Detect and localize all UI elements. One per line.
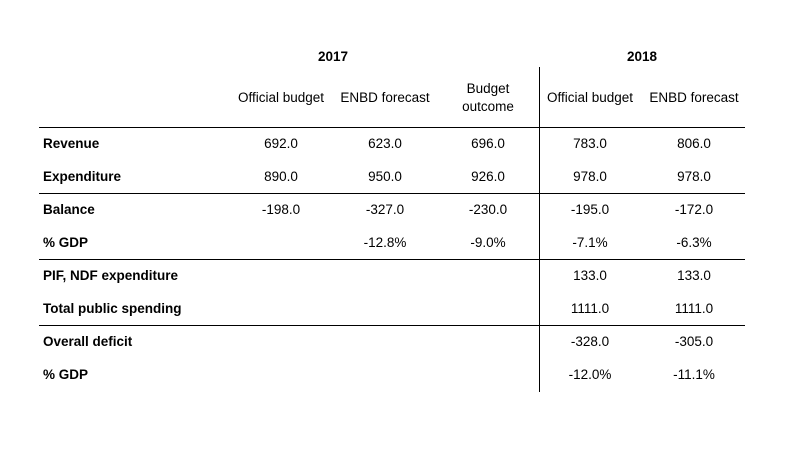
row-label: Revenue	[43, 136, 100, 151]
divider	[39, 259, 745, 260]
table-cell: 978.0	[573, 169, 607, 184]
table-cell: -7.1%	[572, 235, 608, 250]
divider	[39, 193, 745, 194]
table-cell: -12.0%	[568, 367, 612, 382]
row-label: Expenditure	[43, 169, 122, 184]
table-cell: 783.0	[573, 136, 607, 151]
table-cell: 978.0	[677, 169, 711, 184]
table-cell: -327.0	[365, 202, 405, 217]
table-cell: 890.0	[264, 169, 298, 184]
table-cell: -11.1%	[673, 367, 715, 382]
column-header: ENBD forecast	[649, 90, 739, 105]
table-cell: -172.0	[674, 202, 714, 217]
table-cell: -230.0	[468, 202, 508, 217]
table-cell: 950.0	[368, 169, 402, 184]
table-cell: 696.0	[471, 136, 505, 151]
table-cell: -195.0	[570, 202, 610, 217]
column-header: Official budget	[237, 90, 325, 105]
table-cell: -328.0	[570, 334, 610, 349]
table-cell: -12.8%	[363, 235, 407, 250]
year-header-2017: 2017	[317, 49, 349, 64]
table-cell: -9.0%	[470, 235, 506, 250]
divider	[39, 127, 745, 128]
table-cell: 1111.0	[674, 301, 714, 316]
table-cell: 1111.0	[570, 301, 610, 316]
table-cell: -6.3%	[676, 235, 712, 250]
row-label: Total public spending	[43, 301, 182, 316]
divider	[39, 325, 745, 326]
table-cell: 692.0	[264, 136, 298, 151]
table-cell: 133.0	[573, 268, 607, 283]
year-divider	[539, 67, 540, 392]
table-cell: 623.0	[368, 136, 402, 151]
column-header: ENBD forecast	[340, 90, 430, 105]
table-cell: 926.0	[471, 169, 505, 184]
table-cell: 806.0	[677, 136, 711, 151]
row-label: % GDP	[43, 367, 89, 382]
table-cell: -305.0	[674, 334, 714, 349]
column-header: Official budget	[546, 90, 634, 105]
row-label: Balance	[43, 202, 95, 217]
column-header-line1: Budget	[466, 81, 510, 96]
year-header-2018: 2018	[626, 49, 658, 64]
row-label: Overall deficit	[43, 334, 133, 349]
row-label: PIF, NDF expenditure	[43, 268, 179, 283]
table-cell: 133.0	[677, 268, 711, 283]
column-header-line2: outcome	[462, 99, 514, 114]
row-label: % GDP	[43, 235, 89, 250]
table-cell: -198.0	[261, 202, 301, 217]
